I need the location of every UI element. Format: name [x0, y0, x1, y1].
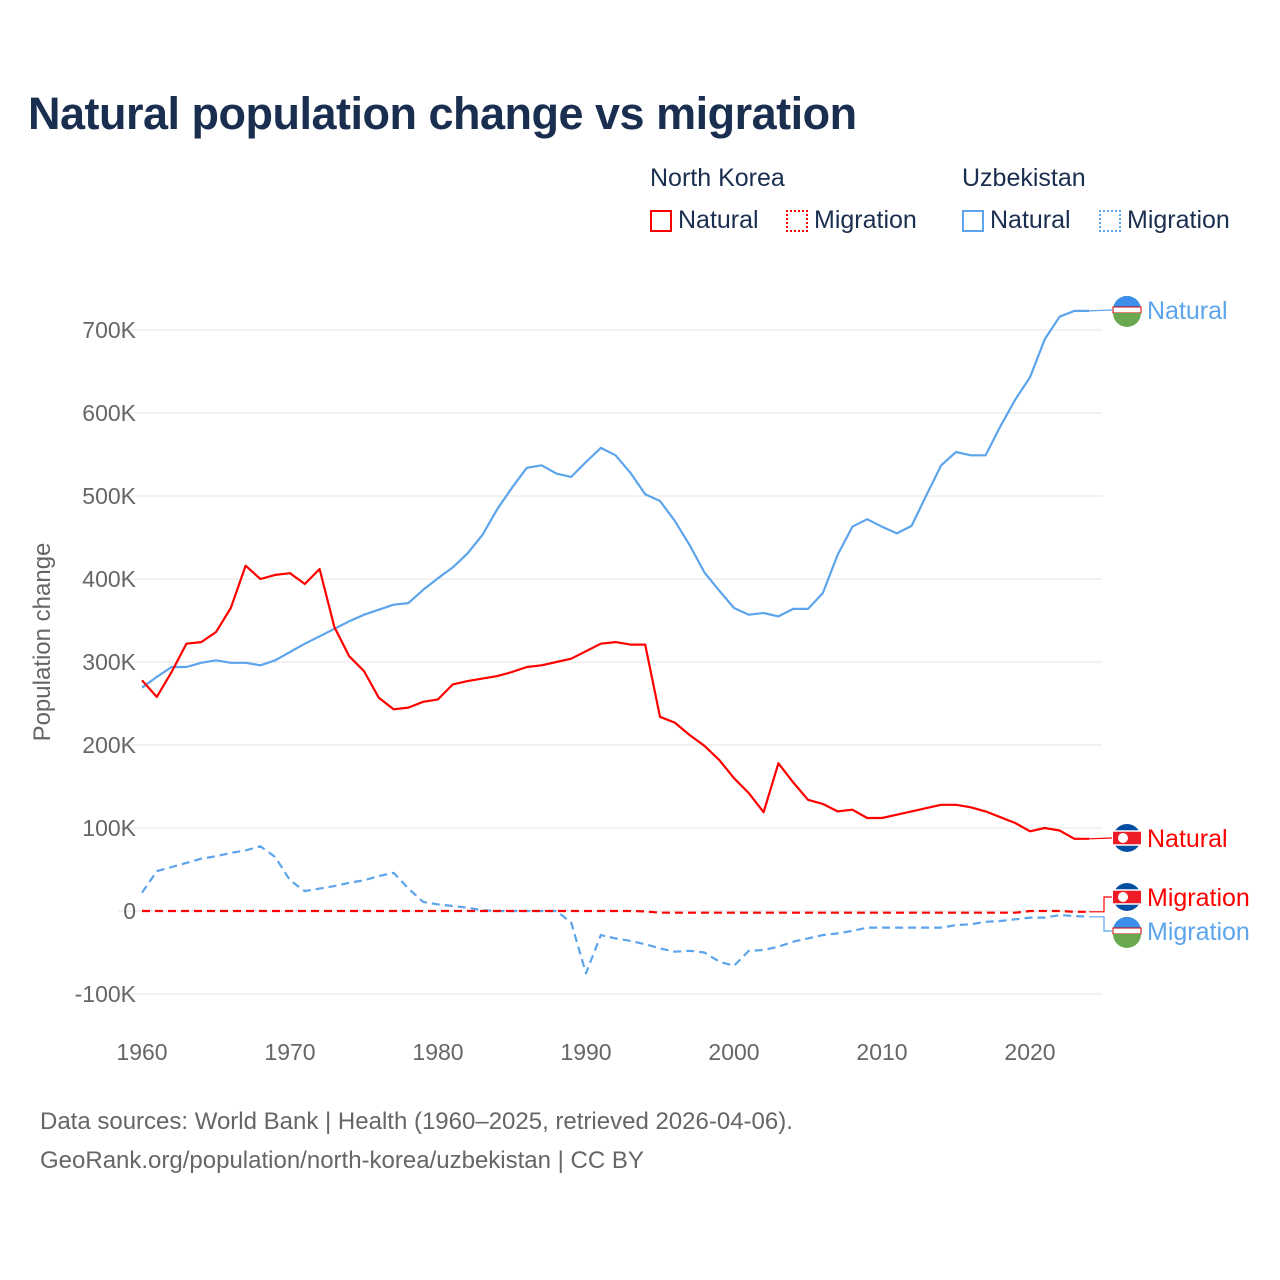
flag-stripe — [1112, 927, 1142, 935]
legend-uz-natural[interactable]: Natural — [962, 206, 1071, 235]
series-end-label: Natural — [1147, 297, 1228, 325]
x-tick-label: 2000 — [708, 1039, 759, 1065]
y-tick-label: 500K — [82, 483, 136, 509]
x-tick-label: 2020 — [1004, 1039, 1055, 1065]
legend-uz-migration[interactable]: Migration — [1099, 206, 1230, 235]
legend-label: Natural — [990, 206, 1071, 234]
series-line-uzbekistan-migration — [141, 845, 1090, 975]
y-tick-label: 300K — [82, 649, 136, 675]
flag-stripe — [1113, 934, 1141, 948]
series-line-uzbekistan-natural — [141, 309, 1090, 689]
legend-nk-natural[interactable]: Natural — [650, 206, 759, 235]
y-tick-label: 400K — [82, 566, 136, 592]
x-tick-label: 1960 — [116, 1039, 167, 1065]
end-label-2: Natural — [1112, 296, 1228, 327]
y-tick-label: 0 — [123, 898, 136, 924]
end-label-0: Natural — [1113, 824, 1228, 853]
flag-stripe — [1112, 306, 1142, 314]
label-connector — [1089, 896, 1112, 913]
series-end-label: Migration — [1147, 918, 1250, 946]
footer-sources: Data sources: World Bank | Health (1960–… — [40, 1108, 793, 1135]
legend-swatch-dotted-blue — [1099, 209, 1121, 232]
chart-title: Natural population change vs migration — [28, 88, 857, 139]
x-tick-label: 1970 — [264, 1039, 315, 1065]
x-tick-label: 1990 — [560, 1039, 611, 1065]
series-line-north-korea-migration — [142, 909, 1090, 914]
legend-label: Natural — [678, 206, 759, 234]
label-connector — [1089, 916, 1112, 932]
series-line-north-korea-natural — [141, 564, 1090, 840]
label-connector — [1089, 309, 1113, 312]
legend-swatch-solid-red — [650, 209, 672, 232]
y-tick-label: 600K — [82, 400, 136, 426]
legend-nk-migration[interactable]: Migration — [786, 206, 917, 235]
legend-swatch-dotted-red — [786, 209, 808, 232]
x-tick-label: 1980 — [412, 1039, 463, 1065]
series-end-label: Migration — [1147, 884, 1250, 912]
flag-emblem — [1118, 833, 1128, 843]
y-axis-label: Population change — [29, 543, 56, 742]
y-tick-label: 100K — [82, 815, 136, 841]
legend-label: Migration — [1127, 206, 1230, 234]
legend-swatch-solid-blue — [962, 209, 984, 232]
flag-stripe — [1113, 313, 1141, 327]
y-tick-label: 700K — [82, 317, 136, 343]
legend-group-north-korea: North Korea — [650, 164, 785, 192]
end-label-1: Migration — [1113, 883, 1250, 912]
y-tick-label: 200K — [82, 732, 136, 758]
y-tick-label: -100K — [75, 981, 137, 1007]
legend-label: Migration — [814, 206, 917, 234]
label-connector — [1089, 837, 1113, 840]
series-end-label: Natural — [1147, 825, 1228, 853]
flag-emblem — [1118, 892, 1128, 902]
end-label-3: Migration — [1112, 917, 1250, 948]
footer-url[interactable]: GeoRank.org/population/north-korea/uzbek… — [40, 1147, 644, 1174]
legend-group-uzbekistan: Uzbekistan — [962, 164, 1086, 192]
x-tick-label: 2010 — [856, 1039, 907, 1065]
